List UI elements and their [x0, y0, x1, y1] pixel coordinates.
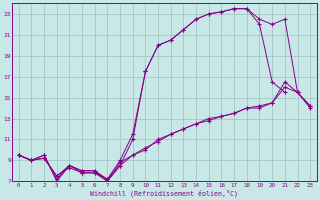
X-axis label: Windchill (Refroidissement éolien,°C): Windchill (Refroidissement éolien,°C)	[91, 189, 238, 197]
